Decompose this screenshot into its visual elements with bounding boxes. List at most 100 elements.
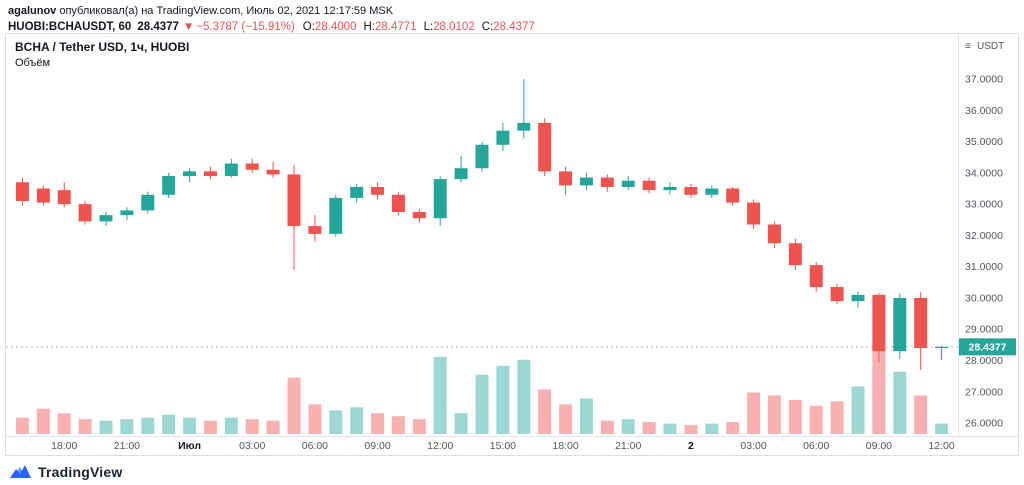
time-tick-label: 21:00 [114,440,140,452]
candle-body [788,243,802,266]
price-scale-currency-label[interactable]: USDT [977,41,1004,52]
candle-body [475,144,489,169]
candle-body [893,297,907,352]
candle-body [705,188,719,195]
volume-bar [851,386,865,434]
open-label: O: [302,21,315,33]
volume-bar [371,413,385,434]
volume-bar [162,414,176,434]
candle-body [15,182,29,202]
volume-bar [224,417,238,434]
volume-bar [412,419,426,434]
candle-body [809,265,823,288]
volume-bar [538,389,552,434]
candlesticks [15,79,949,370]
candle-body [621,180,635,187]
price-tick-label: 31.0000 [965,261,1003,273]
candle-body [579,177,593,186]
volume-bar [830,401,844,434]
volume-bar [705,423,719,434]
symbol-name[interactable]: HUOBI:BCHAUSDT, 60 [8,21,132,33]
close-label: C: [481,21,494,33]
time-tick-label: 12:00 [928,440,954,452]
volume-bar [767,395,781,434]
candle-body [559,171,573,186]
candle-body [391,194,405,212]
high-label: H: [363,21,375,33]
candle-body [245,163,259,170]
candle-body [183,171,197,177]
last-price-badge: 28.4377 [959,338,1016,356]
volume-bar [36,408,50,434]
time-tick-label: 06:00 [302,440,328,452]
volume-bar [245,419,259,434]
price-tick-label: 33.0000 [965,199,1003,211]
candle-body [141,194,155,211]
low-value: 28.0102 [433,21,475,33]
price-axis-labels[interactable]: 37.0000 36.0000 35.0000 34.0000 33.0000 32.00… [965,74,1003,430]
candle-body [830,287,844,302]
time-tick-label: 09:00 [866,440,892,452]
price-tick-label: 34.0000 [965,167,1003,179]
volume-bar [747,392,761,434]
volume-bar [475,374,489,434]
candle-body [496,130,510,145]
time-tick-label: 09:00 [364,440,390,452]
chart-frame: ≡ USDT 37.0000 36.0000 35.0000 34.0000 33.0000… [5,33,1019,456]
tradingview-brand[interactable]: TradingView [38,464,123,480]
volume-bar [914,395,928,434]
candle-body [287,174,301,227]
volume-bar [684,425,698,434]
close-value: 28.4377 [493,21,535,33]
volume-bar [935,423,949,434]
author-name[interactable]: agalunov [8,5,57,17]
candle-body [767,224,781,244]
candle-body [36,188,50,203]
volume-bar [579,398,593,434]
volume-bar [78,419,92,434]
time-tick-label: 18:00 [552,440,578,452]
time-tick-label: 2 [688,440,694,452]
volume-bar [329,410,343,434]
publish-text: опубликовал(а) на TradingView.com, Июль … [56,5,394,17]
time-tick-label: 12:00 [427,440,453,452]
volume-bar [788,399,802,434]
volume-bar [391,416,405,434]
volume-bar [433,356,447,434]
snapshot-header: agalunov опубликовал(а) на TradingView.c… [0,0,1024,34]
volume-bar [350,407,364,434]
time-tick-label: 03:00 [740,440,766,452]
price-tick-label: 32.0000 [965,230,1003,242]
price-tick-label: 29.0000 [965,324,1003,336]
candle-body [684,186,698,195]
volume-bar [266,420,280,434]
candle-body [600,177,614,187]
time-tick-label: 06:00 [803,440,829,452]
candle-body [57,190,71,205]
candle-body [538,122,552,172]
candle-body [726,188,740,203]
price-tick-label: 26.0000 [965,418,1003,430]
volume-bar [141,417,155,434]
price-scale-menu-icon[interactable]: ≡ [965,41,971,52]
candle-body [350,186,364,198]
high-value: 28.4771 [374,21,417,33]
volume-bar [642,422,656,434]
candle-body [747,202,761,225]
symbol-info-bar: HUOBI:BCHAUSDT, 60 28.4377 ▼ −5.3787 (−15.9… [8,20,1016,34]
volume-bar [99,420,113,434]
price-tick-label: 28.0000 [965,355,1003,367]
candle-body [433,179,447,219]
volume-bar [57,413,71,434]
price-tick-label: 30.0000 [965,292,1003,304]
candle-body [329,197,343,234]
volume-bar [621,419,635,434]
volume-bar [809,405,823,434]
change-arrow-icon: ▼ [182,21,195,33]
time-axis-labels[interactable]: 18:00 21:00 Июл 03:00 06:00 09:00 12:00 15:00 18… [51,440,955,452]
chart-canvas[interactable]: ≡ USDT 37.0000 36.0000 35.0000 34.0000 33.0000… [6,34,1018,455]
time-tick-label: 21:00 [615,440,641,452]
tradingview-logo-icon[interactable] [9,462,32,482]
candle-body [851,294,865,302]
